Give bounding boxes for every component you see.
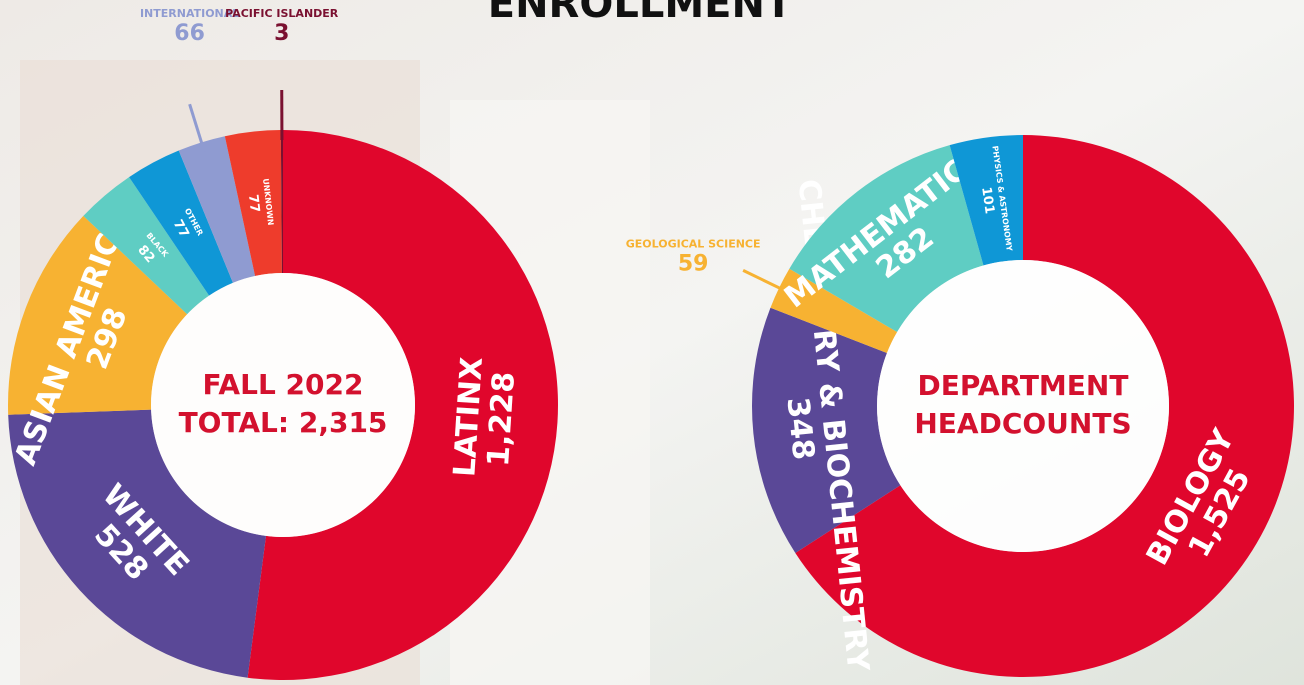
page: ENROLLMENT LATINX1,228WHITE528ASIAN AMER… <box>0 0 1304 685</box>
segment-label: GEOLOGICAL SCIENCE <box>626 237 761 250</box>
page-title: ENROLLMENT <box>488 0 793 27</box>
segment-label: PACIFIC ISLANDER <box>225 7 339 20</box>
center-text: HEADCOUNTS <box>914 407 1131 440</box>
center-text: TOTAL: 2,315 <box>179 406 388 439</box>
value-label: 348 <box>780 396 821 462</box>
value-label: 59 <box>678 251 709 276</box>
donut-hole <box>877 260 1169 552</box>
value-label: 66 <box>174 21 205 46</box>
center-text: DEPARTMENT <box>918 369 1129 402</box>
donut-hole <box>151 273 415 537</box>
infographic: ENROLLMENT LATINX1,228WHITE528ASIAN AMER… <box>0 0 1304 685</box>
value-label: 1,228 <box>481 371 522 468</box>
value-label: 77 <box>245 194 262 214</box>
center-text: FALL 2022 <box>203 368 364 401</box>
value-label: 3 <box>274 21 289 46</box>
